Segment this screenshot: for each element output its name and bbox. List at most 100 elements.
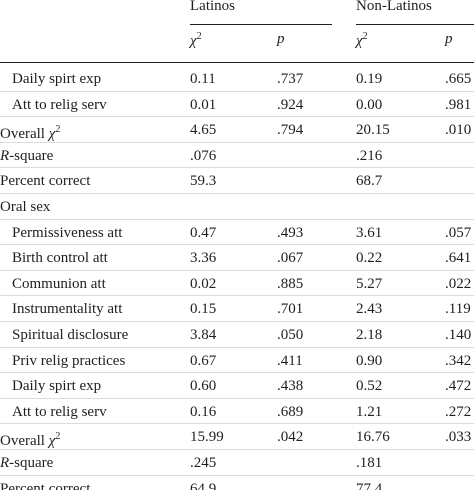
chi-value-nonlatinos: 0.52 bbox=[356, 378, 383, 395]
chi-value-latinos: 59.3 bbox=[190, 173, 217, 190]
row-label: Communion att bbox=[12, 275, 106, 292]
p-value-latinos: .701 bbox=[277, 301, 304, 318]
row-divider bbox=[0, 141, 474, 143]
p-value-latinos: .924 bbox=[277, 96, 304, 113]
row-divider bbox=[0, 269, 474, 271]
table-row: Percent correct 64.9 77.4 bbox=[0, 476, 474, 490]
table-row: Overall χ2 4.65 .794 20.15 .010 bbox=[0, 117, 474, 143]
chi-value-nonlatinos: 3.61 bbox=[356, 224, 383, 241]
group-underline-latinos bbox=[190, 24, 332, 25]
column-header-p-latinos: p bbox=[277, 31, 285, 47]
row-divider bbox=[0, 397, 474, 399]
row-divider bbox=[0, 295, 474, 297]
chi-value-latinos: 4.65 bbox=[190, 122, 217, 139]
row-divider bbox=[0, 372, 474, 374]
row-label: Percent correct bbox=[0, 480, 91, 490]
table-row: Att to relig serv 0.16 .689 1.21 .272 bbox=[0, 399, 474, 425]
p-value-latinos: .885 bbox=[277, 275, 304, 292]
row-divider bbox=[0, 244, 474, 246]
chi-value-latinos: 3.36 bbox=[190, 250, 217, 267]
p-value-latinos: .411 bbox=[277, 352, 303, 369]
table-row: Priv relig practices 0.67 .411 0.90 .342 bbox=[0, 348, 474, 374]
chi-value-latinos: 0.47 bbox=[190, 224, 217, 241]
row-label: Att to relig serv bbox=[12, 403, 107, 420]
chi-value-nonlatinos: 0.00 bbox=[356, 96, 383, 113]
row-label: R-square bbox=[0, 455, 54, 471]
p-value-nonlatinos: .665 bbox=[445, 71, 472, 87]
chi-value-latinos: 0.16 bbox=[190, 403, 217, 420]
chi-value-latinos: 15.99 bbox=[190, 429, 224, 446]
table-row: Permissiveness att 0.47 .493 3.61 .057 bbox=[0, 220, 474, 246]
chi-value-nonlatinos: 1.21 bbox=[356, 403, 383, 420]
chi-value-latinos: 3.84 bbox=[190, 327, 217, 343]
table-row: Oral sex bbox=[0, 194, 474, 220]
row-divider bbox=[0, 423, 474, 425]
p-value-nonlatinos: .272 bbox=[445, 403, 472, 420]
row-label: Daily spirt exp bbox=[12, 71, 102, 87]
row-divider bbox=[0, 320, 474, 322]
group-header-nonlatinos: Non-Latinos bbox=[356, 0, 432, 14]
chi-value-latinos: 64.9 bbox=[190, 480, 217, 490]
row-divider bbox=[0, 218, 474, 220]
row-label: Priv relig practices bbox=[12, 352, 126, 369]
chi-value-latinos: 0.67 bbox=[190, 352, 217, 369]
row-label: Percent correct bbox=[0, 173, 91, 190]
header-rule bbox=[0, 62, 474, 63]
row-label: Oral sex bbox=[0, 199, 51, 215]
p-value-latinos: .794 bbox=[277, 122, 304, 139]
p-value-nonlatinos: .472 bbox=[445, 378, 472, 395]
table-row: Percent correct 59.3 68.7 bbox=[0, 168, 474, 194]
chi-value-latinos: .245 bbox=[190, 455, 217, 471]
group-underline-nonlatinos bbox=[356, 24, 474, 25]
row-label: Overall χ2 bbox=[0, 124, 61, 143]
column-header-chi-nonlatinos: χ2 bbox=[356, 31, 368, 49]
p-value-latinos: .493 bbox=[277, 224, 304, 241]
p-value-nonlatinos: .981 bbox=[445, 96, 472, 113]
p-value-nonlatinos: .033 bbox=[445, 429, 472, 446]
table-row: Att to relig serv 0.01 .924 0.00 .981 bbox=[0, 92, 474, 118]
chi-value-nonlatinos: 0.19 bbox=[356, 71, 383, 87]
row-label: R-square bbox=[0, 147, 54, 164]
p-value-latinos: .042 bbox=[277, 429, 304, 446]
row-divider bbox=[0, 167, 474, 169]
chi-value-nonlatinos: 77.4 bbox=[356, 480, 383, 490]
p-value-nonlatinos: .010 bbox=[445, 122, 472, 139]
column-header-p-nonlatinos: p bbox=[445, 31, 453, 47]
chi-value-latinos: 0.60 bbox=[190, 378, 217, 395]
chi-value-latinos: 0.11 bbox=[190, 71, 216, 87]
p-value-latinos: .067 bbox=[277, 250, 304, 267]
row-label: Overall χ2 bbox=[0, 431, 61, 450]
table-row: Daily spirt exp 0.11 .737 0.19 .665 bbox=[0, 66, 474, 92]
chi-value-latinos: 0.15 bbox=[190, 301, 217, 318]
row-divider bbox=[0, 474, 474, 476]
p-value-nonlatinos: .140 bbox=[445, 327, 472, 343]
group-header-latinos: Latinos bbox=[190, 0, 235, 14]
chi-value-nonlatinos: 0.90 bbox=[356, 352, 383, 369]
p-value-nonlatinos: .641 bbox=[445, 250, 472, 267]
table-row: Instrumentality att 0.15 .701 2.43 .119 bbox=[0, 296, 474, 322]
table-row: Overall χ2 15.99 .042 16.76 .033 bbox=[0, 424, 474, 450]
p-value-latinos: .737 bbox=[277, 71, 304, 87]
column-header-chi-latinos: χ2 bbox=[190, 31, 202, 49]
chi-value-nonlatinos: 5.27 bbox=[356, 275, 383, 292]
p-value-nonlatinos: .057 bbox=[445, 224, 472, 241]
chi-value-nonlatinos: 2.18 bbox=[356, 327, 383, 343]
chi-value-nonlatinos: 0.22 bbox=[356, 250, 383, 267]
p-value-latinos: .689 bbox=[277, 403, 304, 420]
p-value-latinos: .438 bbox=[277, 378, 304, 395]
table-row: Birth control att 3.36 .067 0.22 .641 bbox=[0, 245, 474, 271]
row-label: Daily spirt exp bbox=[12, 378, 102, 395]
table-row: Communion att 0.02 .885 5.27 .022 bbox=[0, 271, 474, 297]
row-label: Spiritual disclosure bbox=[12, 327, 129, 343]
table-row: R-square .076 .216 bbox=[0, 143, 474, 169]
row-label: Att to relig serv bbox=[12, 96, 107, 113]
table-row: Daily spirt exp 0.60 .438 0.52 .472 bbox=[0, 373, 474, 399]
row-label: Permissiveness att bbox=[12, 224, 123, 241]
chi-value-latinos: .076 bbox=[190, 147, 217, 164]
p-value-nonlatinos: .022 bbox=[445, 275, 472, 292]
chi-value-nonlatinos: 16.76 bbox=[356, 429, 390, 446]
chi-value-nonlatinos: 20.15 bbox=[356, 122, 390, 139]
row-label: Birth control att bbox=[12, 250, 108, 267]
p-value-nonlatinos: .119 bbox=[445, 301, 471, 318]
chi-value-latinos: 0.01 bbox=[190, 96, 217, 113]
